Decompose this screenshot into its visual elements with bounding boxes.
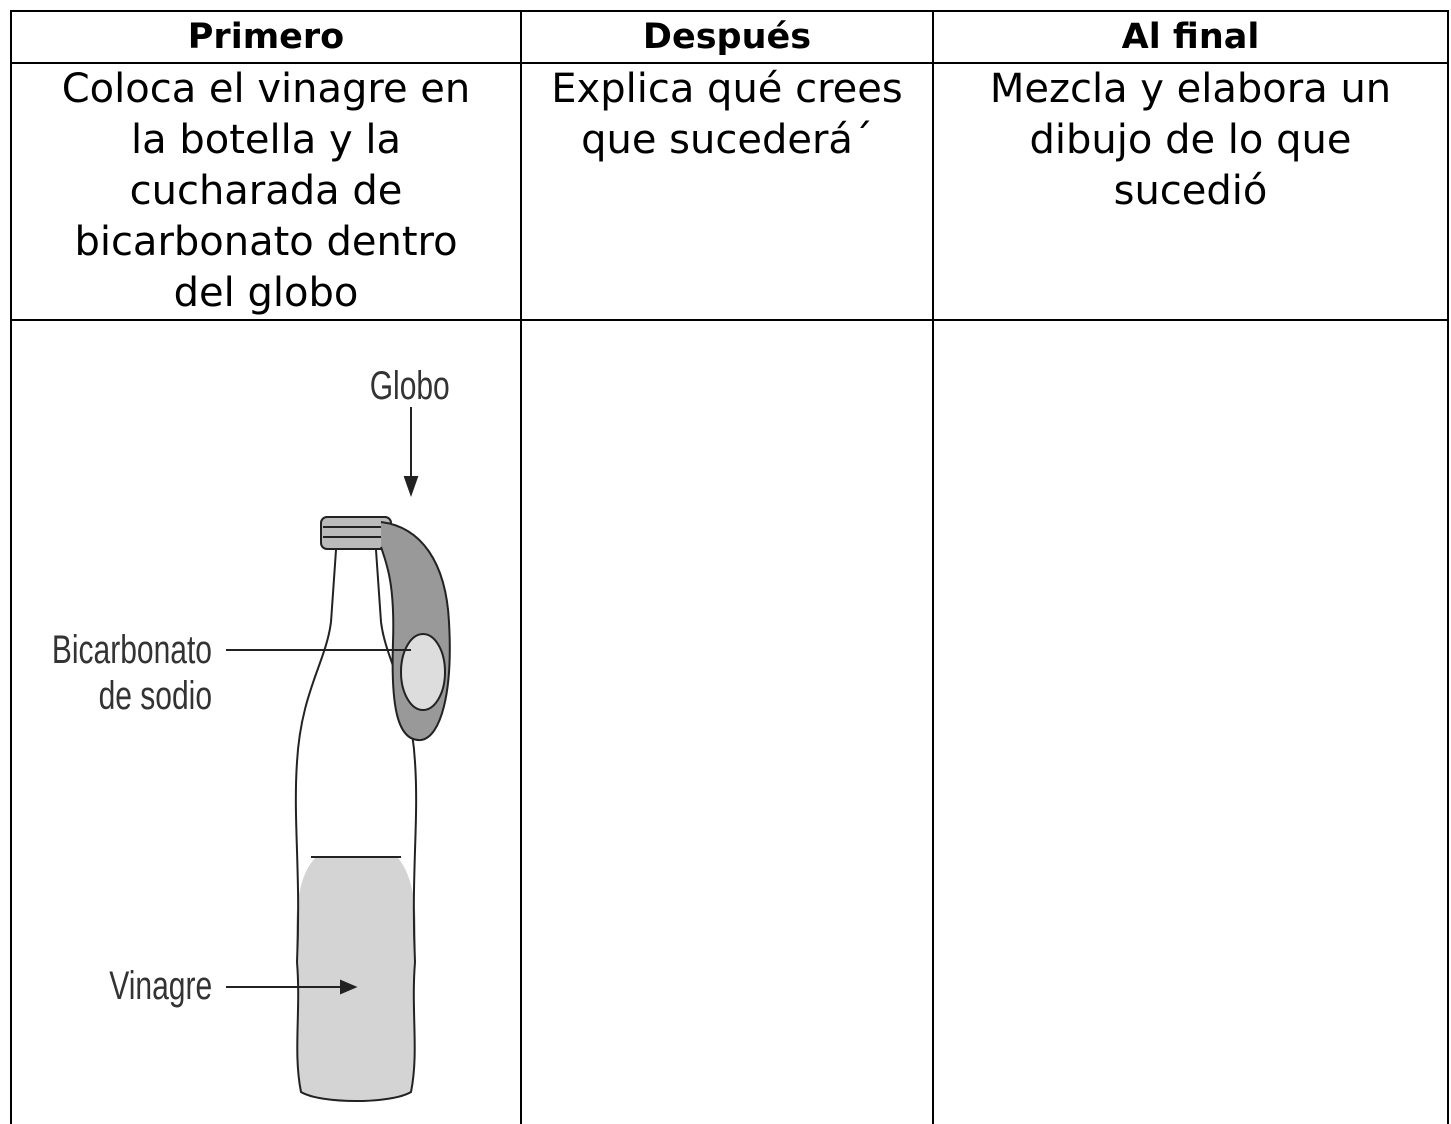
empty-cell [520, 319, 934, 1124]
header-row: Primero Después Al final [10, 10, 1449, 64]
label-balloon: Globo [369, 364, 450, 408]
cell: Explica qué crees que sucederá´ [520, 62, 934, 321]
label-baking-soda: Bicarbonato de sodio [51, 628, 212, 718]
empty-cell [932, 319, 1449, 1124]
instruction-row: Coloca el vinagre en la botella y la cuc… [10, 62, 1449, 321]
bottle-illustration [226, 407, 451, 1102]
label-vinegar: Vinagre [109, 964, 212, 1008]
header-cell: Al final [932, 10, 1449, 64]
header-cell: Primero [10, 10, 522, 64]
cell: Mezcla y elabora un dibujo de lo que suc… [932, 62, 1449, 321]
illustration-cell: Globo Bicarbonato de sodio Vinagre [10, 319, 522, 1124]
header-cell: Después [520, 10, 934, 64]
drawing-row: Globo Bicarbonato de sodio Vinagre [10, 319, 1449, 1124]
cell: Coloca el vinagre en la botella y la cuc… [10, 62, 522, 321]
activity-table: Primero Después Al final Coloca el vinag… [10, 10, 1449, 1124]
